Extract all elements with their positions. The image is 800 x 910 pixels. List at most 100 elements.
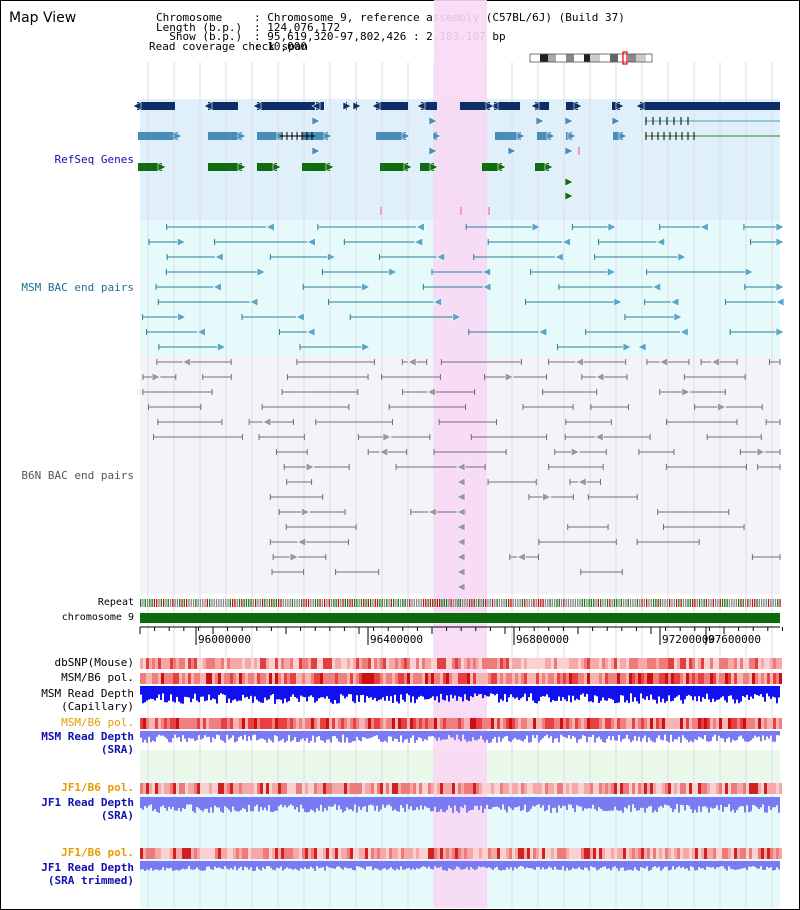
jf1-depth-trimmed-bar: [386, 861, 388, 870]
msm-depth-capillary-bar: [484, 686, 486, 696]
jf1-depth-bar: [500, 797, 502, 810]
dbsnp-heat: [560, 658, 563, 669]
jf1-depth-trimmed-bar: [412, 861, 414, 869]
msm-b6-pol-heat: [776, 673, 779, 684]
msm-b6-pol-heat: [527, 673, 530, 684]
repeat-element: [549, 599, 551, 607]
msm-depth-capillary-bar: [432, 686, 434, 697]
refseq-gene-strand: [311, 101, 321, 111]
msm-b6-pol-heat: [212, 673, 215, 684]
jf1-b6-pol-heat: [539, 783, 542, 794]
dbsnp-heat: [257, 658, 260, 669]
repeat-element: [358, 599, 360, 607]
msm-b6-pol-sra-heat: [464, 718, 467, 729]
b6n-bac-end-marker: [382, 432, 392, 442]
show-label: Show (b.p.): [156, 30, 249, 43]
msm-b6-pol-heat: [590, 673, 593, 684]
dbsnp-heat: [731, 658, 734, 669]
msm-depth-sra-bar: [284, 731, 286, 743]
jf1-depth-trimmed-bar: [280, 861, 282, 867]
msm-b6-pol-sra-heat: [254, 718, 257, 729]
dbsnp-heat: [395, 658, 398, 669]
jf1-b6-pol-heat: [623, 783, 626, 794]
jf1-b6-pol-heat: [479, 783, 482, 794]
msm-bac-end-marker: [306, 327, 316, 337]
jf1-depth-trimmed-bar: [658, 861, 660, 867]
dbsnp-heat: [161, 658, 164, 669]
msm-b6-pol-sra-heat: [677, 718, 680, 729]
track-label-refseq[interactable]: RefSeq Genes: [54, 153, 134, 166]
jf1-depth-bar: [572, 797, 574, 809]
track-label-msm-bac[interactable]: MSM BAC end pairs: [21, 281, 134, 294]
jf1-b6-pol-trimmed-heat: [302, 848, 305, 859]
jf1-depth-trimmed-bar: [208, 861, 210, 867]
repeat-element: [294, 599, 296, 607]
dbsnp-heat: [575, 658, 578, 669]
jf1-depth-trimmed-bar: [436, 861, 438, 868]
msm-b6-pol-sra-heat: [590, 718, 593, 729]
jf1-depth-bar: [390, 797, 392, 807]
msm-depth-capillary-bar: [402, 686, 404, 700]
msm-depth-sra-bar: [776, 731, 778, 736]
jf1-depth-trimmed-bar: [164, 861, 166, 871]
repeat-element: [181, 599, 183, 607]
jf1-b6-pol-trimmed-heat: [704, 848, 707, 859]
msm-depth-sra-bar: [334, 731, 336, 736]
msm-depth-sra-bar: [506, 731, 508, 736]
msm-bac-end-marker: [670, 297, 680, 307]
jf1-depth-bar: [504, 797, 506, 810]
jf1-b6-pol-heat: [551, 783, 554, 794]
dbsnp-heat: [233, 658, 236, 669]
repeat-element: [609, 599, 611, 607]
jf1-depth-trimmed-bar: [594, 861, 596, 868]
jf1-b6-pol-heat: [455, 783, 458, 794]
jf1-depth-bar: [464, 797, 466, 805]
repeat-element: [418, 599, 420, 607]
jf1-depth-bar: [454, 797, 456, 806]
dbsnp-heat: [317, 658, 320, 669]
jf1-depth-bar: [648, 797, 650, 807]
jf1-b6-pol-heat: [572, 783, 575, 794]
repeat-element: [600, 599, 602, 607]
jf1-b6-pol-heat: [167, 783, 170, 794]
repeat-element: [508, 599, 510, 607]
jf1-b6-pol-heat: [284, 783, 287, 794]
msm-depth-capillary-bar: [618, 686, 620, 703]
jf1-b6-pol-trimmed-heat: [167, 848, 170, 859]
msm-bac-end-marker: [249, 297, 259, 307]
msm-b6-pol-sra-heat: [629, 718, 632, 729]
msm-depth-capillary-bar: [694, 686, 696, 697]
dbsnp-heat: [296, 658, 299, 669]
jf1-depth-bar: [344, 797, 346, 812]
repeat-element: [544, 599, 547, 607]
jf1-depth-trimmed-bar: [418, 861, 420, 870]
dbsnp-heat: [515, 658, 518, 669]
repeat-element: [218, 599, 220, 607]
msm-b6-pol-sra-heat: [554, 718, 557, 729]
msm-depth-capillary-bar: [386, 686, 388, 696]
jf1-depth-bar: [400, 797, 402, 806]
msm-depth-sra-bar: [250, 731, 252, 741]
msm-bac-end-marker: [265, 222, 275, 232]
msm-depth-sra-bar: [644, 731, 646, 736]
jf1-b6-pol-heat: [386, 783, 389, 794]
dbsnp-heat: [290, 658, 293, 669]
jf1-depth-trimmed-bar: [770, 861, 772, 868]
msm-b6-pol-sra-heat: [491, 718, 494, 729]
jf1-depth-trimmed-bar: [682, 861, 684, 868]
track-label-msm-depth-capillary-sub: (Capillary): [61, 700, 134, 713]
msm-depth-capillary-bar: [478, 686, 480, 695]
jf1-depth-trimmed-bar: [540, 861, 542, 870]
msm-b6-pol-sra-heat: [452, 718, 455, 729]
msm-b6-pol-sra-heat: [662, 718, 665, 729]
msm-depth-capillary-bar: [280, 686, 282, 700]
refseq-gene-strand: [352, 101, 362, 111]
track-label-b6n-bac[interactable]: B6N BAC end pairs: [21, 469, 134, 482]
msm-depth-sra-bar: [140, 731, 142, 738]
msm-depth-sra-bar: [424, 731, 426, 740]
repeat-element: [301, 599, 303, 607]
jf1-depth-bar: [312, 797, 314, 811]
jf1-depth-trimmed-bar: [730, 861, 732, 869]
refseq-gene-strand: [252, 101, 262, 111]
